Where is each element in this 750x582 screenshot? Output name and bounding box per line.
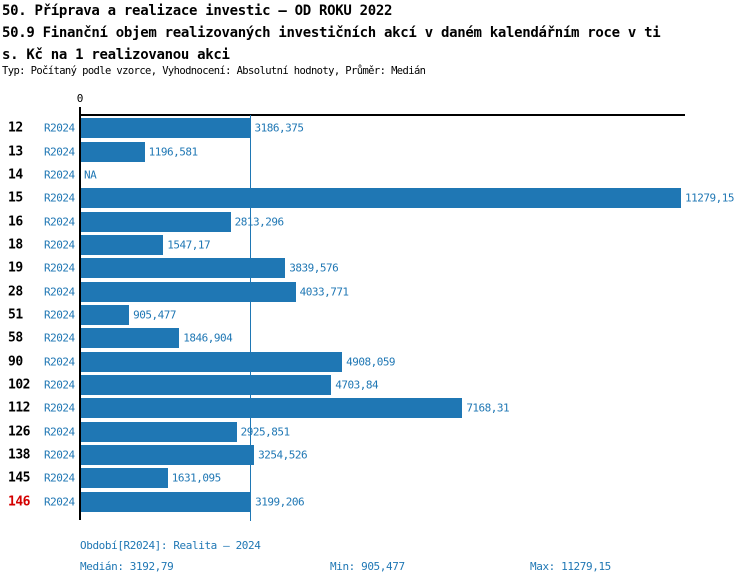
table-row: 16 R2024 2813,296	[0, 210, 750, 233]
x-axis-zero-tick	[79, 107, 81, 115]
bar[interactable]	[81, 188, 681, 209]
footer-max: Max: 11279,15	[530, 560, 611, 573]
bar-value-label: 3186,375	[254, 121, 304, 135]
bar[interactable]	[81, 491, 252, 512]
bar-value-label: 2925,851	[240, 425, 290, 439]
table-row: 145 R2024 1631,095	[0, 467, 750, 490]
table-row: 138 R2024 3254,526	[0, 443, 750, 466]
bar[interactable]	[81, 211, 231, 232]
table-row: 90 R2024 4908,059	[0, 350, 750, 373]
bar[interactable]	[81, 328, 180, 349]
row-category-label: 90	[8, 354, 23, 370]
bar[interactable]	[81, 468, 168, 489]
row-series-label: R2024	[44, 448, 75, 462]
row-series-label: R2024	[44, 238, 75, 252]
row-series-label: R2024	[44, 401, 75, 415]
row-category-label: 15	[8, 190, 23, 206]
row-category-label: 112	[8, 400, 30, 416]
chart-title: 50. Příprava a realizace investic – OD R…	[2, 3, 393, 19]
bar-value-label: 11279,15	[685, 191, 734, 205]
bar[interactable]	[81, 234, 164, 255]
row-series-label: R2024	[44, 495, 75, 509]
x-axis-zero-tick-label: 0	[76, 92, 84, 105]
row-category-label: 145	[8, 470, 30, 486]
bar[interactable]	[81, 118, 251, 139]
table-row: 102 R2024 4703,84	[0, 373, 750, 396]
bar[interactable]	[81, 421, 237, 442]
table-row: 51 R2024 905,477	[0, 303, 750, 326]
table-row: 13 R2024 1196,581	[0, 140, 750, 163]
bar-value-label: 1547,17	[167, 238, 211, 252]
row-category-label: 58	[8, 330, 23, 346]
bar-value-label: 3254,526	[258, 448, 308, 462]
bar[interactable]	[81, 258, 286, 279]
row-series-label: R2024	[44, 191, 75, 205]
row-series-label: R2024	[44, 285, 75, 299]
bar-value-label: 4033,771	[299, 285, 349, 299]
bar[interactable]	[81, 375, 332, 396]
table-row: 28 R2024 4033,771	[0, 280, 750, 303]
row-category-label: 126	[8, 424, 30, 440]
row-series-label: R2024	[44, 471, 75, 485]
table-row: 15 R2024 11279,15	[0, 187, 750, 210]
row-category-label: 19	[8, 260, 23, 276]
row-series-label: R2024	[44, 331, 75, 345]
table-row: 18 R2024 1547,17	[0, 233, 750, 256]
row-category-label: 12	[8, 120, 23, 136]
row-category-label: 18	[8, 237, 23, 253]
row-category-label: 51	[8, 307, 23, 323]
bar-value-label: 1846,904	[183, 331, 233, 345]
row-series-label: R2024	[44, 261, 75, 275]
bar-value-label: 1631,095	[171, 471, 221, 485]
row-category-label: 16	[8, 214, 23, 230]
chart-subtitle-line2: s. Kč na 1 realizovanou akci	[2, 47, 230, 63]
bar[interactable]	[81, 141, 145, 162]
row-series-label: R2024	[44, 355, 75, 369]
footer-median: Medián: 3192,79	[80, 560, 174, 573]
bar-value-label: 7168,31	[466, 401, 510, 415]
bar-value-label: NA	[84, 168, 97, 182]
table-row: 112 R2024 7168,31	[0, 397, 750, 420]
bar-value-label: 3839,576	[289, 261, 339, 275]
row-category-label: 146	[8, 494, 30, 510]
row-category-label: 14	[8, 167, 23, 183]
bar[interactable]	[81, 398, 463, 419]
table-row: 12 R2024 3186,375	[0, 117, 750, 140]
chart-meta-info: Typ: Počítaný podle vzorce, Vyhodnocení:…	[2, 65, 426, 77]
table-row: 146 R2024 3199,206	[0, 490, 750, 513]
bar[interactable]	[81, 445, 255, 466]
bar[interactable]	[81, 281, 296, 302]
row-category-label: 138	[8, 447, 30, 463]
x-axis-line	[80, 114, 685, 116]
bar-value-label: 4908,059	[346, 355, 396, 369]
row-series-label: R2024	[44, 378, 75, 392]
row-category-label: 102	[8, 377, 30, 393]
bar-value-label: 2813,296	[234, 215, 284, 229]
table-row: 14 R2024 NA	[0, 163, 750, 186]
footer-min: Min: 905,477	[330, 560, 405, 573]
bar-value-label: 3199,206	[255, 495, 305, 509]
table-row: 126 R2024 2925,851	[0, 420, 750, 443]
row-series-label: R2024	[44, 215, 75, 229]
row-series-label: R2024	[44, 121, 75, 135]
table-row: 58 R2024 1846,904	[0, 327, 750, 350]
table-row: 19 R2024 3839,576	[0, 257, 750, 280]
bar-value-label: 905,477	[133, 308, 177, 322]
row-series-label: R2024	[44, 168, 75, 182]
footer-period: Období[R2024]: Realita – 2024	[80, 539, 261, 552]
row-series-label: R2024	[44, 145, 75, 159]
bar-value-label: 4703,84	[335, 378, 379, 392]
bar-value-label: 1196,581	[148, 145, 198, 159]
row-category-label: 13	[8, 144, 23, 160]
row-category-label: 28	[8, 284, 23, 300]
median-reference-line	[249, 115, 251, 521]
y-axis-line	[79, 114, 81, 520]
bar[interactable]	[81, 304, 130, 325]
bar[interactable]	[81, 351, 343, 372]
chart-subtitle-line1: 50.9 Finanční objem realizovaných invest…	[2, 25, 661, 41]
row-series-label: R2024	[44, 425, 75, 439]
row-series-label: R2024	[44, 308, 75, 322]
